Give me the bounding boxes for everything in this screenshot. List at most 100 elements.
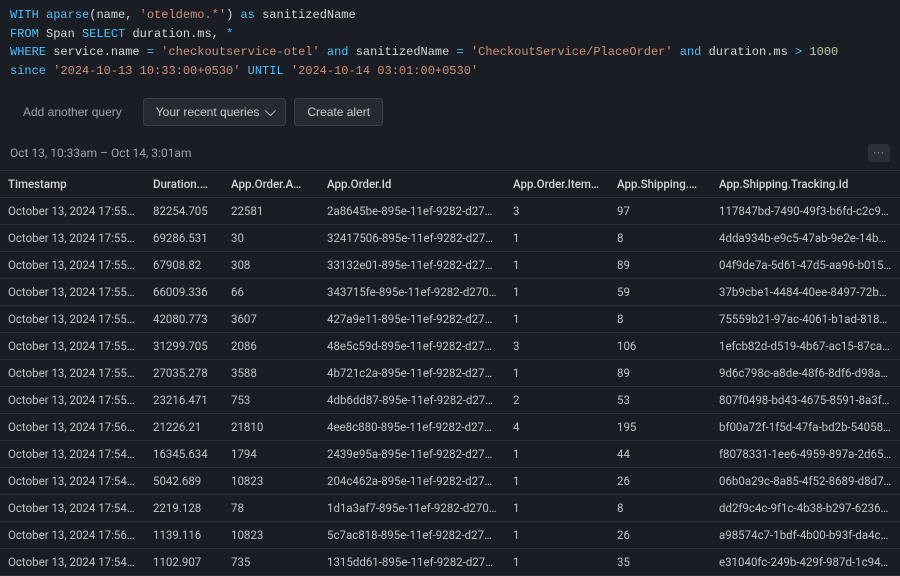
- cell-ship: 53: [609, 387, 711, 414]
- create-alert-label: Create alert: [307, 105, 370, 119]
- query-token-op: *: [226, 27, 233, 41]
- column-header-dur[interactable]: Duration.Ms↓: [145, 171, 223, 198]
- query-token-str: 'CheckoutService/PlaceOrder': [471, 45, 673, 59]
- query-token-kw: and: [327, 45, 349, 59]
- cell-dur: 66009.336: [145, 279, 223, 306]
- cell-ship: 59: [609, 279, 711, 306]
- cell-amt: 30: [223, 225, 319, 252]
- cell-ts: October 13, 2024 17:55:40: [0, 306, 145, 333]
- cell-ship: 89: [609, 252, 711, 279]
- query-token-kw: WHERE: [10, 45, 46, 59]
- query-token-punc: ,: [125, 8, 139, 22]
- more-options-button[interactable]: ···: [868, 144, 890, 162]
- recent-queries-button[interactable]: Your recent queries: [143, 98, 287, 126]
- cell-items: 1: [505, 225, 609, 252]
- table-row[interactable]: October 13, 2024 17:55:1467908.823083313…: [0, 252, 900, 279]
- table-row[interactable]: October 13, 2024 17:55:1666009.336663437…: [0, 279, 900, 306]
- results-table: Timestamp Duration.Ms↓App.Order.Amount App…: [0, 170, 900, 576]
- cell-oid: 48e5c59d-895e-11ef-9282-d2700a410197: [319, 333, 505, 360]
- column-header-oid[interactable]: App.Order.Id: [319, 171, 505, 198]
- cell-amt: 22581: [223, 198, 319, 225]
- table-row[interactable]: October 13, 2024 17:55:5131299.705208648…: [0, 333, 900, 360]
- cell-ship: 44: [609, 441, 711, 468]
- query-token-op: =: [147, 45, 154, 59]
- query-token-punc: ): [226, 8, 233, 22]
- cell-oid: 204c462a-895e-11ef-9282-d2700a410197: [319, 468, 505, 495]
- cell-oid: 4b721c2a-895e-11ef-9282-d2700a410197: [319, 360, 505, 387]
- column-header-label: Timestamp: [8, 177, 67, 191]
- cell-oid: 4ee8c880-895e-11ef-9282-d2700a410197: [319, 414, 505, 441]
- query-token-id: Span: [46, 27, 75, 41]
- cell-track: 4dda934b-e9c5-47ab-9e2e-14b7073f7fae: [711, 225, 900, 252]
- table-row[interactable]: October 13, 2024 17:54:4916345.634179424…: [0, 441, 900, 468]
- query-editor[interactable]: WITH aparse(name, 'oteldemo.*') as sanit…: [0, 0, 900, 90]
- cell-oid: 1315dd61-895e-11ef-9282-d2700a410197: [319, 549, 505, 576]
- query-token-num: 1000: [809, 45, 838, 59]
- ellipsis-icon: ···: [873, 147, 885, 160]
- cell-track: 04f9de7a-5d61-47d5-aa96-b015dee39833: [711, 252, 900, 279]
- column-header-track[interactable]: App.Shipping.Tracking.Id: [711, 171, 900, 198]
- cell-amt: 66: [223, 279, 319, 306]
- column-header-ship[interactable]: App.Shipping.Amount: [609, 171, 711, 198]
- cell-amt: 2086: [223, 333, 319, 360]
- cell-ts: October 13, 2024 17:56:24: [0, 522, 145, 549]
- table-row[interactable]: October 13, 2024 17:55:5527035.27835884b…: [0, 360, 900, 387]
- query-token-kw: and: [680, 45, 702, 59]
- table-row[interactable]: October 13, 2024 17:55:4042080.773360742…: [0, 306, 900, 333]
- cell-items: 1: [505, 495, 609, 522]
- table-row[interactable]: October 13, 2024 17:56:0121226.21218104e…: [0, 414, 900, 441]
- table-row[interactable]: October 13, 2024 17:55:1369286.531303241…: [0, 225, 900, 252]
- column-header-ts[interactable]: Timestamp: [0, 171, 145, 198]
- cell-ship: 26: [609, 522, 711, 549]
- cell-track: 06b0a29c-8a85-4f52-8689-d8d7aeffac8d: [711, 468, 900, 495]
- cell-track: 37b9cbe1-4484-40ee-8497-72ba87c6bc1b: [711, 279, 900, 306]
- add-query-button[interactable]: Add another query: [10, 98, 135, 126]
- cell-amt: 78: [223, 495, 319, 522]
- column-header-items[interactable]: App.Order.Items.Count: [505, 171, 609, 198]
- query-token-kw: as: [240, 8, 254, 22]
- cell-track: f8078331-1ee6-4959-897a-2d65963198d6: [711, 441, 900, 468]
- cell-oid: 1d1a3af7-895e-11ef-9282-d2700a410197: [319, 495, 505, 522]
- cell-ts: October 13, 2024 17:54:21: [0, 549, 145, 576]
- cell-items: 1: [505, 468, 609, 495]
- column-header-label: Duration.Ms: [153, 177, 216, 191]
- query-token-id: name: [96, 8, 125, 22]
- cell-items: 1: [505, 306, 609, 333]
- query-token-kw: FROM: [10, 27, 39, 41]
- query-token-id: duration.ms: [709, 45, 788, 59]
- create-alert-button[interactable]: Create alert: [294, 98, 383, 126]
- cell-dur: 1139.116: [145, 522, 223, 549]
- cell-dur: 16345.634: [145, 441, 223, 468]
- column-header-amt[interactable]: App.Order.Amount: [223, 171, 319, 198]
- cell-ship: 195: [609, 414, 711, 441]
- table-row[interactable]: October 13, 2024 17:54:211102.9077351315…: [0, 549, 900, 576]
- cell-dur: 67908.82: [145, 252, 223, 279]
- cell-ts: October 13, 2024 17:55:51: [0, 333, 145, 360]
- table-row[interactable]: October 13, 2024 17:56:241139.116108235c…: [0, 522, 900, 549]
- cell-ship: 97: [609, 198, 711, 225]
- table-row[interactable]: October 13, 2024 17:54:435042.6891082320…: [0, 468, 900, 495]
- column-header-label: App.Order.Items.Count: [513, 177, 609, 191]
- cell-ship: 26: [609, 468, 711, 495]
- column-header-label: App.Order.Id: [327, 177, 391, 191]
- query-token-str: 'checkoutservice-otel': [161, 45, 319, 59]
- cell-amt: 3588: [223, 360, 319, 387]
- cell-ts: October 13, 2024 17:55:55: [0, 360, 145, 387]
- time-range-row: Oct 13, 10:33am – Oct 14, 3:01am ···: [0, 140, 900, 170]
- cell-amt: 3607: [223, 306, 319, 333]
- query-token-str: '2024-10-13 10:33:00+0530': [53, 64, 240, 78]
- cell-items: 1: [505, 279, 609, 306]
- table-row[interactable]: October 13, 2024 17:55:5923216.4717534db…: [0, 387, 900, 414]
- cell-amt: 1794: [223, 441, 319, 468]
- table-header-row: Timestamp Duration.Ms↓App.Order.Amount App…: [0, 171, 900, 198]
- query-token-str: 'oteldemo.*': [140, 8, 226, 22]
- query-token-kw: WITH: [10, 8, 39, 22]
- column-header-label: App.Shipping.Tracking.Id: [719, 177, 848, 191]
- table-row[interactable]: October 13, 2024 17:54:372219.128781d1a3…: [0, 495, 900, 522]
- cell-track: a98574c7-1bdf-4b00-b93f-da4ce671cc00: [711, 522, 900, 549]
- cell-ts: October 13, 2024 17:55:59: [0, 387, 145, 414]
- cell-amt: 735: [223, 549, 319, 576]
- cell-track: bf00a72f-1f5d-47fa-bd2b-5405853ebee9: [711, 414, 900, 441]
- table-row[interactable]: October 13, 2024 17:55:0082254.705225812…: [0, 198, 900, 225]
- cell-dur: 27035.278: [145, 360, 223, 387]
